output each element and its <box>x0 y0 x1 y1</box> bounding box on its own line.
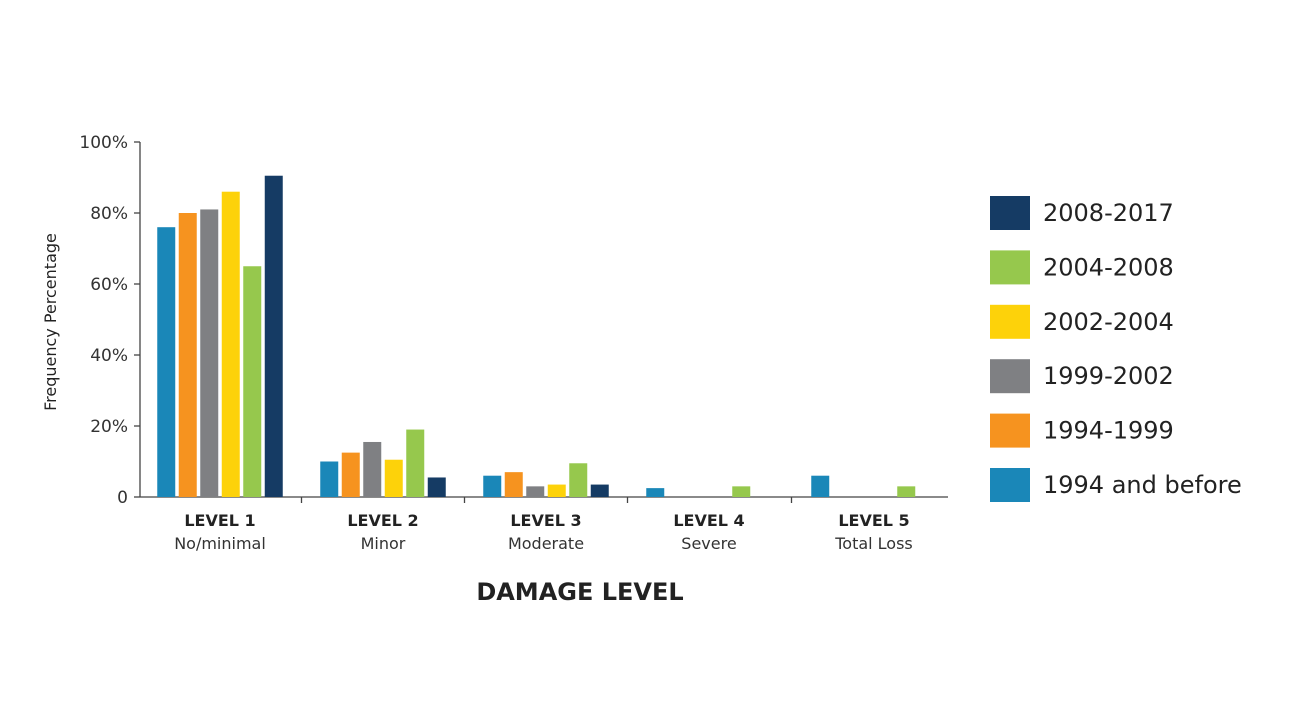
bar <box>406 429 425 497</box>
legend-label: 2004-2008 <box>1043 253 1174 281</box>
bar <box>590 484 609 497</box>
bar-group-1 <box>157 175 283 497</box>
bar <box>341 452 360 497</box>
bar <box>221 191 240 497</box>
bar <box>526 486 545 497</box>
legend-swatch <box>990 304 1030 339</box>
bar-groups <box>157 175 916 497</box>
legend-swatch <box>990 250 1030 285</box>
y-tick-label: 100% <box>79 133 128 153</box>
category-label: LEVEL 1 <box>184 511 255 530</box>
bar <box>320 461 339 497</box>
category-sublabel: Total Loss <box>834 534 913 553</box>
legend-item: 2004-2008 <box>990 250 1174 285</box>
legend-label: 2002-2004 <box>1043 308 1174 336</box>
y-axis-title: Frequency Percentage <box>41 233 60 411</box>
bar-group-3 <box>483 463 609 497</box>
y-tick-label: 60% <box>90 275 128 295</box>
legend-swatch <box>990 468 1030 502</box>
legend-label: 1994 and before <box>1043 471 1242 499</box>
bar <box>427 477 446 497</box>
category-sublabel: No/minimal <box>174 534 266 553</box>
bar <box>363 441 382 497</box>
bar <box>483 475 502 497</box>
bar <box>646 488 665 497</box>
bar-group-2 <box>320 429 446 497</box>
bar <box>200 209 219 497</box>
bar <box>178 213 197 497</box>
category-sublabel: Moderate <box>508 534 584 553</box>
legend-item: 2008-2017 <box>990 196 1174 230</box>
bar <box>547 484 566 497</box>
legend-swatch <box>990 196 1030 230</box>
legend-swatch <box>990 359 1030 394</box>
y-axis: 0 20% 40% 60% 80% 100% <box>79 133 141 508</box>
bar <box>811 475 830 497</box>
category-label: LEVEL 4 <box>673 511 744 530</box>
y-tick-label: 0 <box>117 488 128 508</box>
bar <box>569 463 588 497</box>
y-tick-label: 80% <box>90 204 128 224</box>
bar <box>897 486 916 497</box>
category-sublabel: Minor <box>361 534 406 553</box>
category-sublabel: Severe <box>681 534 736 553</box>
legend: 2008-2017 2004-2008 2002-2004 1999-2002 1994… <box>990 196 1242 502</box>
bar <box>732 486 751 497</box>
bar <box>243 266 262 497</box>
category-label: LEVEL 5 <box>838 511 909 530</box>
bar-group-4 <box>646 486 751 497</box>
legend-item: 2002-2004 <box>990 304 1174 339</box>
bar <box>157 227 176 497</box>
legend-item: 1994-1999 <box>990 413 1174 448</box>
x-axis-title: DAMAGE LEVEL <box>476 578 683 606</box>
bar-group-5 <box>811 475 916 497</box>
legend-item: 1999-2002 <box>990 359 1174 394</box>
x-axis <box>140 496 948 503</box>
legend-item: 1994 and before <box>990 468 1242 502</box>
category-label: LEVEL 2 <box>347 511 418 530</box>
bar <box>264 175 283 497</box>
category-labels: LEVEL 1 No/minimal LEVEL 2 Minor LEVEL 3 Mode… <box>174 511 913 553</box>
bar <box>384 459 403 497</box>
y-tick-label: 40% <box>90 346 128 366</box>
bar <box>504 472 523 497</box>
category-label: LEVEL 3 <box>510 511 581 530</box>
legend-label: 1999-2002 <box>1043 362 1174 390</box>
y-tick-label: 20% <box>90 417 128 437</box>
legend-swatch <box>990 413 1030 448</box>
legend-label: 1994-1999 <box>1043 417 1174 445</box>
legend-label: 2008-2017 <box>1043 199 1174 227</box>
